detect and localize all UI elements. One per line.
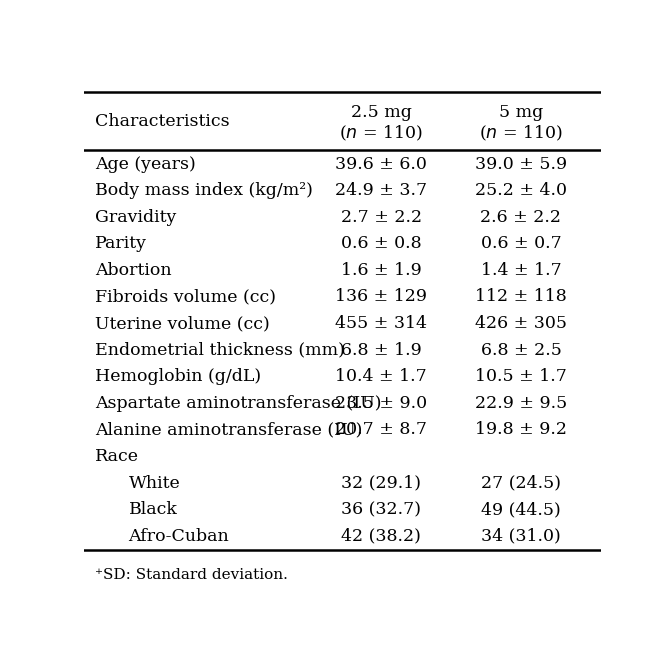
Text: Endometrial thickness (mm): Endometrial thickness (mm): [95, 342, 345, 359]
Text: 34 (31.0): 34 (31.0): [481, 528, 561, 544]
Text: 5 mg: 5 mg: [499, 104, 543, 122]
Text: 6.8 ± 1.9: 6.8 ± 1.9: [341, 342, 422, 359]
Text: 25.2 ± 4.0: 25.2 ± 4.0: [475, 182, 567, 199]
Text: 112 ± 118: 112 ± 118: [475, 288, 567, 305]
Text: Age (years): Age (years): [95, 155, 196, 173]
Text: 36 (32.7): 36 (32.7): [341, 501, 422, 518]
Text: 23.5 ± 9.0: 23.5 ± 9.0: [335, 395, 428, 412]
Text: 2.7 ± 2.2: 2.7 ± 2.2: [341, 208, 422, 226]
Text: Gravidity: Gravidity: [95, 208, 176, 226]
Text: Hemoglobin (g/dL): Hemoglobin (g/dL): [95, 369, 261, 385]
Text: 39.6 ± 6.0: 39.6 ± 6.0: [335, 155, 427, 173]
Text: Afro-Cuban: Afro-Cuban: [128, 528, 229, 544]
Text: 136 ± 129: 136 ± 129: [335, 288, 427, 305]
Text: White: White: [128, 475, 180, 491]
Text: Abortion: Abortion: [95, 262, 172, 279]
Text: 0.6 ± 0.8: 0.6 ± 0.8: [341, 235, 422, 252]
Text: 10.4 ± 1.7: 10.4 ± 1.7: [335, 369, 427, 385]
Text: ⁺SD: Standard deviation.: ⁺SD: Standard deviation.: [95, 568, 288, 582]
Text: ($n$ = 110): ($n$ = 110): [479, 124, 563, 143]
Text: Alanine aminotransferase (IU): Alanine aminotransferase (IU): [95, 422, 362, 438]
Text: 39.0 ± 5.9: 39.0 ± 5.9: [475, 155, 567, 173]
Text: Aspartate aminotransferase (IU): Aspartate aminotransferase (IU): [95, 395, 381, 412]
Text: 10.5 ± 1.7: 10.5 ± 1.7: [475, 369, 567, 385]
Text: 20.7 ± 8.7: 20.7 ± 8.7: [335, 422, 427, 438]
Text: 19.8 ± 9.2: 19.8 ± 9.2: [475, 422, 567, 438]
Text: 426 ± 305: 426 ± 305: [475, 315, 567, 332]
Text: 27 (24.5): 27 (24.5): [481, 475, 561, 491]
Text: Black: Black: [128, 501, 178, 518]
Text: Parity: Parity: [95, 235, 147, 252]
Text: 0.6 ± 0.7: 0.6 ± 0.7: [480, 235, 561, 252]
Text: 22.9 ± 9.5: 22.9 ± 9.5: [475, 395, 567, 412]
Text: Fibroids volume (cc): Fibroids volume (cc): [95, 288, 276, 305]
Text: 455 ± 314: 455 ± 314: [335, 315, 427, 332]
Text: 49 (44.5): 49 (44.5): [481, 501, 561, 518]
Text: 24.9 ± 3.7: 24.9 ± 3.7: [335, 182, 428, 199]
Text: 1.6 ± 1.9: 1.6 ± 1.9: [341, 262, 422, 279]
Text: 32 (29.1): 32 (29.1): [341, 475, 422, 491]
Text: 2.5 mg: 2.5 mg: [351, 104, 411, 122]
Text: 1.4 ± 1.7: 1.4 ± 1.7: [480, 262, 561, 279]
Text: ($n$ = 110): ($n$ = 110): [339, 124, 423, 143]
Text: Characteristics: Characteristics: [95, 113, 230, 130]
Text: 2.6 ± 2.2: 2.6 ± 2.2: [480, 208, 562, 226]
Text: Body mass index (kg/m²): Body mass index (kg/m²): [95, 182, 313, 199]
Text: Race: Race: [95, 448, 139, 465]
Text: 6.8 ± 2.5: 6.8 ± 2.5: [480, 342, 561, 359]
Text: Uterine volume (cc): Uterine volume (cc): [95, 315, 270, 332]
Text: 42 (38.2): 42 (38.2): [341, 528, 421, 544]
